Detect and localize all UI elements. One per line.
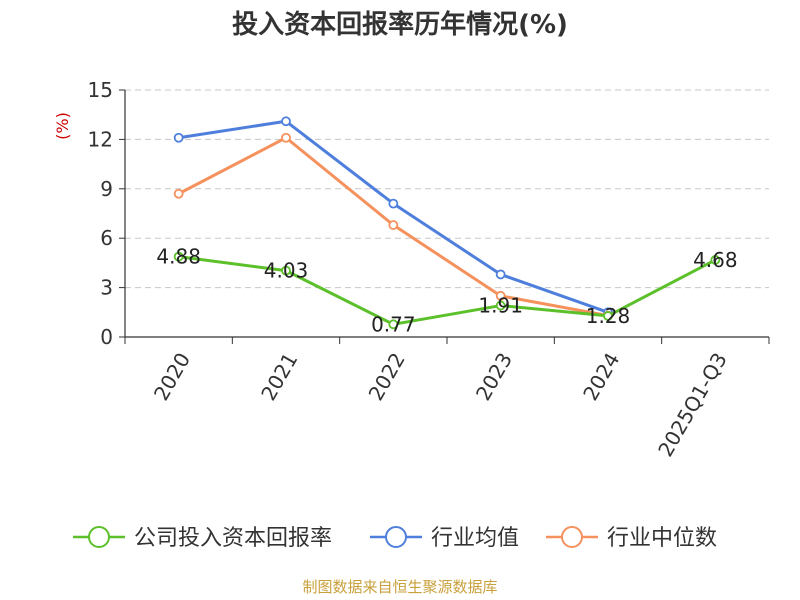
data-point bbox=[603, 311, 613, 321]
data-point bbox=[495, 269, 506, 280]
data-point bbox=[495, 290, 506, 301]
legend-marker bbox=[385, 526, 407, 548]
legend-label: 行业均值 bbox=[431, 526, 519, 551]
data-point bbox=[281, 265, 291, 276]
data-point bbox=[495, 300, 506, 311]
data-label: 4.68 bbox=[693, 248, 738, 272]
source-note: 制图数据来自恒生聚源数据库 bbox=[302, 578, 497, 596]
y-tick-label: 15 bbox=[88, 78, 113, 102]
y-tick-label: 0 bbox=[100, 325, 113, 349]
y-axis-label: (%) bbox=[53, 112, 72, 140]
y-tick-label: 9 bbox=[100, 177, 113, 201]
legend: 公司投入资本回报率 行业均值 行业中位数 bbox=[73, 526, 717, 551]
data-label: 4.03 bbox=[264, 259, 309, 283]
x-tick-label: 2020 bbox=[149, 349, 195, 405]
series bbox=[173, 116, 721, 330]
data-label: 1.28 bbox=[586, 304, 631, 328]
data-point bbox=[173, 188, 184, 199]
series-line bbox=[177, 255, 717, 326]
gridlines bbox=[125, 89, 769, 289]
x-tick-label: 2024 bbox=[578, 349, 624, 405]
data-point bbox=[388, 198, 399, 209]
data-label: 4.88 bbox=[156, 245, 201, 269]
data-point bbox=[281, 132, 291, 143]
data-point bbox=[173, 251, 184, 262]
data-label: 1.91 bbox=[478, 294, 523, 318]
x-tick-label: 2022 bbox=[364, 349, 410, 405]
y-tick-label: 3 bbox=[100, 276, 113, 300]
data-point bbox=[388, 319, 399, 330]
chart-title: 投入资本回报率历年情况(%) bbox=[232, 9, 568, 40]
x-tick-label: 2025Q1-Q3 bbox=[653, 349, 732, 461]
x-tick-label: 2023 bbox=[471, 348, 517, 404]
data-label: 0.77 bbox=[371, 312, 416, 336]
data-point bbox=[281, 116, 291, 127]
legend-label: 行业中位数 bbox=[607, 526, 717, 551]
x-tick-label: 2021 bbox=[256, 349, 302, 405]
data-point bbox=[173, 132, 184, 143]
y-tick-label: 12 bbox=[88, 127, 113, 151]
series-line bbox=[177, 119, 610, 314]
y-tick-label: 6 bbox=[100, 226, 113, 250]
legend-marker bbox=[88, 526, 110, 548]
legend-marker bbox=[561, 526, 583, 548]
data-point bbox=[388, 220, 399, 230]
legend-label: 公司投入资本回报率 bbox=[134, 526, 332, 551]
data-point bbox=[710, 255, 721, 265]
data-labels: 4.88 4.03 0.77 1.91 1.28 4.68 bbox=[156, 245, 737, 337]
